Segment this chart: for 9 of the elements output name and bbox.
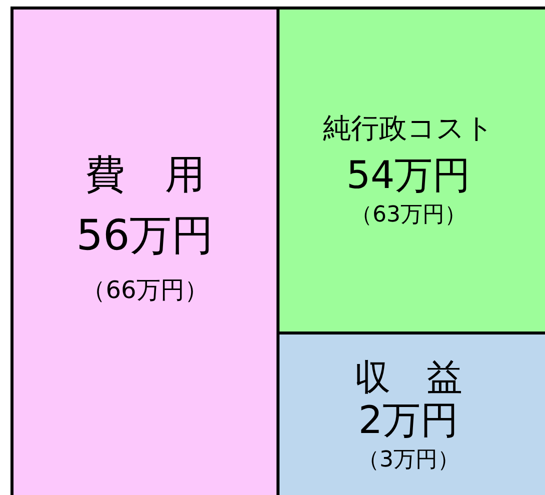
data-label: 2万円 bbox=[358, 398, 459, 442]
category-label: 純行政コスト bbox=[323, 112, 494, 144]
category-label: 収 益 bbox=[354, 358, 462, 398]
data-label: （63万円） bbox=[350, 202, 466, 228]
data-label: （3万円） bbox=[358, 448, 460, 472]
data-label: 54万円 bbox=[346, 153, 471, 197]
category-label: 費 用 bbox=[85, 152, 205, 198]
data-label: （66万円） bbox=[82, 276, 208, 304]
data-label: 56万円 bbox=[76, 210, 214, 260]
